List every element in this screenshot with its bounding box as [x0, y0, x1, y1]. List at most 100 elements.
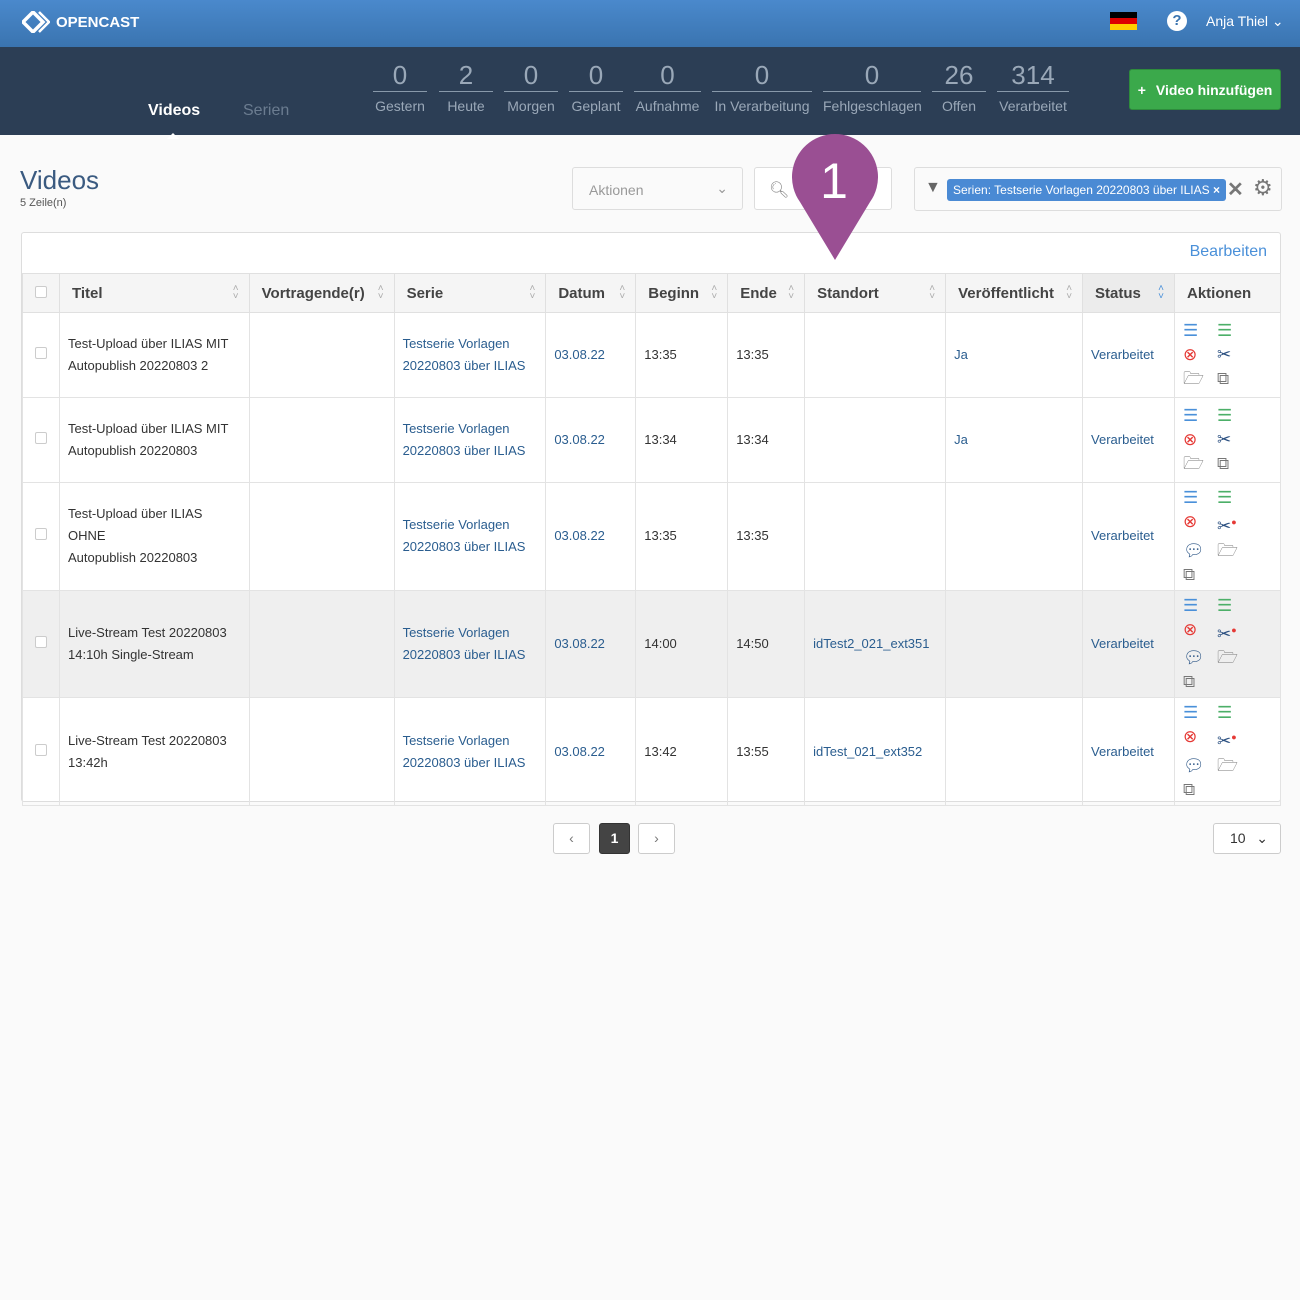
stat-verarbeitet[interactable]: 314 Verarbeitet [997, 60, 1069, 114]
column-header[interactable]: Status ˄ ˅ [1082, 273, 1175, 313]
details-icon[interactable]: ☰ [1182, 321, 1199, 340]
stat-offen[interactable]: 26 Offen [932, 60, 986, 114]
column-header[interactable]: Beginn ˄ ˅ [635, 273, 729, 313]
row-checkbox[interactable] [35, 743, 47, 756]
editor-scissors-icon[interactable]: ✂ [1216, 345, 1232, 364]
workflow-icon[interactable]: ☰ [1216, 595, 1233, 615]
column-header[interactable]: Serie ˄ ˅ [393, 273, 547, 313]
delete-icon[interactable]: ⊗ [1182, 512, 1198, 531]
editor-scissors-icon[interactable]: ✂● [1216, 516, 1237, 536]
copy-icon[interactable]: ⧉ [1182, 672, 1196, 692]
comment-icon[interactable]: 💬︎ [1182, 755, 1205, 775]
series-link[interactable]: Testserie Vorlagen 20220803 über ILIAS [393, 397, 547, 483]
column-header[interactable]: Veröffentlicht ˄ ˅ [945, 273, 1084, 313]
help-icon[interactable]: ? [1167, 11, 1187, 31]
series-link[interactable]: Testserie Vorlagen 20220803 über ILIAS [393, 589, 547, 699]
page-size-select[interactable]: 10 ⌄ [1213, 823, 1281, 854]
folder-icon[interactable]: 🗁 [1182, 369, 1205, 388]
select-all-checkbox[interactable] [35, 285, 47, 298]
location-link[interactable] [804, 482, 947, 591]
status-link[interactable]: Verarbeitet [1082, 482, 1175, 591]
status-link[interactable]: Verarbeitet [1082, 697, 1175, 806]
filter-icon[interactable]: ▼ [925, 179, 941, 196]
sort-icon[interactable]: ˄ ˅ [711, 283, 718, 302]
date-link[interactable]: 03.08.22 [545, 397, 637, 483]
sort-icon[interactable]: ˄ ˅ [1066, 283, 1073, 302]
sort-icon[interactable]: ˄ ˅ [529, 283, 536, 302]
prev-page-button[interactable]: ‹ [553, 823, 590, 854]
published-cell[interactable]: Ja [945, 312, 1084, 398]
date-link[interactable]: 03.08.22 [545, 482, 637, 591]
published-cell[interactable] [945, 697, 1084, 806]
row-checkbox[interactable] [35, 432, 47, 444]
stat-morgen[interactable]: 0 Morgen [504, 60, 558, 114]
details-icon[interactable]: ☰ [1182, 595, 1199, 615]
column-header[interactable]: Datum ˄ ˅ [545, 273, 637, 313]
actions-dropdown[interactable]: Aktionen ⌄ [572, 167, 743, 210]
date-link[interactable]: 03.08.22 [545, 697, 637, 806]
gear-icon[interactable]: ⚙ [1253, 175, 1273, 200]
location-link[interactable]: idTest_021_ext352 [804, 697, 947, 806]
copy-icon[interactable]: ⧉ [1182, 779, 1196, 799]
details-icon[interactable]: ☰ [1182, 703, 1199, 723]
workflow-icon[interactable]: ☰ [1216, 488, 1233, 507]
filter-chip[interactable]: Serien: Testserie Vorlagen 20220803 über… [947, 179, 1226, 201]
language-flag-de[interactable] [1110, 12, 1137, 30]
stat-heute[interactable]: 2 Heute [439, 60, 493, 114]
edit-link[interactable]: Bearbeiten [1189, 243, 1267, 260]
delete-icon[interactable]: ⊗ [1182, 727, 1198, 747]
sort-icon[interactable]: ˄ ˅ [377, 283, 384, 302]
series-link[interactable]: Testserie Vorlagen 20220803 über ILIAS [393, 312, 547, 398]
comment-icon[interactable]: 💬︎ [1182, 648, 1205, 668]
clear-filters-icon[interactable]: ✕ [1227, 179, 1244, 201]
add-video-button[interactable]: + Video hinzufügen [1129, 69, 1281, 110]
editor-scissors-icon[interactable]: ✂ [1216, 430, 1232, 449]
sort-icon[interactable]: ˄ ˅ [1158, 283, 1164, 302]
row-checkbox[interactable] [35, 635, 47, 648]
stat-aufnahme[interactable]: 0 Aufnahme [634, 60, 701, 114]
workflow-icon[interactable]: ☰ [1216, 321, 1233, 340]
column-header[interactable]: Standort ˄ ˅ [804, 273, 947, 313]
location-link[interactable] [804, 312, 947, 398]
row-checkbox[interactable] [35, 347, 47, 359]
opencast-logo[interactable]: OPENCAST [22, 11, 139, 33]
status-link[interactable]: Verarbeitet [1082, 312, 1175, 398]
comment-icon[interactable]: 💬︎ [1182, 540, 1205, 560]
workflow-icon[interactable]: ☰ [1216, 406, 1233, 425]
sort-icon[interactable]: ˄ ˅ [788, 283, 795, 302]
details-icon[interactable]: ☰ [1182, 406, 1199, 425]
delete-icon[interactable]: ⊗ [1182, 619, 1198, 639]
page-1-button[interactable]: 1 [599, 823, 630, 854]
series-link[interactable]: Testserie Vorlagen 20220803 über ILIAS [393, 482, 547, 591]
delete-icon[interactable]: ⊗ [1182, 345, 1198, 364]
published-cell[interactable]: Ja [945, 397, 1084, 483]
status-link[interactable]: Verarbeitet [1082, 397, 1175, 483]
stat-in-verarbeitung[interactable]: 0 In Verarbeitung [712, 60, 812, 114]
sort-icon[interactable]: ˄ ˅ [232, 283, 239, 302]
stat-gestern[interactable]: 0 Gestern [373, 60, 427, 114]
sort-icon[interactable]: ˄ ˅ [929, 283, 936, 302]
workflow-icon[interactable]: ☰ [1216, 703, 1233, 723]
next-page-button[interactable]: › [638, 823, 675, 854]
delete-icon[interactable]: ⊗ [1182, 430, 1198, 449]
column-header[interactable]: Titel ˄ ˅ [59, 273, 250, 313]
row-checkbox[interactable] [35, 528, 47, 541]
folder-icon[interactable]: 🗁 [1216, 648, 1239, 668]
sort-icon[interactable]: ˄ ˅ [619, 283, 626, 302]
copy-icon[interactable]: ⧉ [1216, 454, 1230, 473]
location-link[interactable] [804, 397, 947, 483]
copy-icon[interactable]: ⧉ [1216, 369, 1230, 388]
column-header[interactable]: Vortragende(r) ˄ ˅ [248, 273, 395, 313]
location-link[interactable]: idTest2_021_ext351 [804, 589, 947, 699]
date-link[interactable]: 03.08.22 [545, 312, 637, 398]
series-link[interactable]: Testserie Vorlagen 20220803 über ILIAS [393, 697, 547, 806]
date-link[interactable]: 03.08.22 [545, 589, 637, 699]
tab-serien[interactable]: Serien [243, 102, 290, 119]
copy-icon[interactable]: ⧉ [1182, 564, 1196, 584]
published-cell[interactable] [945, 589, 1084, 699]
stat-fehlgeschlagen[interactable]: 0 Fehlgeschlagen [823, 60, 922, 114]
tab-videos[interactable]: Videos [148, 102, 201, 119]
column-header[interactable]: Ende ˄ ˅ [727, 273, 806, 313]
status-link[interactable]: Verarbeitet [1082, 589, 1175, 699]
details-icon[interactable]: ☰ [1182, 488, 1199, 507]
